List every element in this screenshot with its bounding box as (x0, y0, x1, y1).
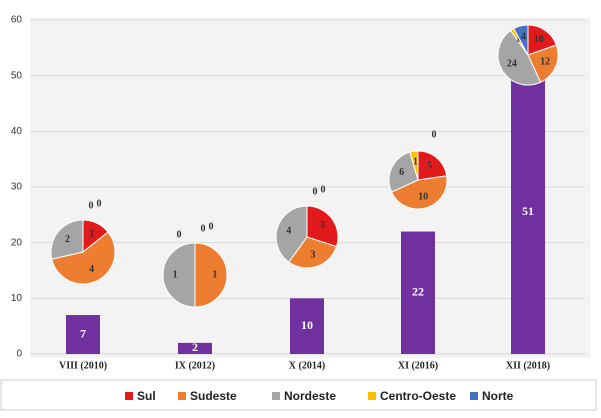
pie-value-label: 4 (286, 225, 291, 236)
pie-slice (390, 175, 448, 210)
pie-slice (194, 242, 228, 308)
pie-slice (288, 236, 338, 269)
y-tick-label: 60 (11, 15, 23, 26)
pie-value-label: 3 (320, 220, 325, 231)
x-tick-label: X (2014) (289, 360, 325, 371)
x-tick-label: XI (2016) (398, 360, 438, 371)
pie-value-label: 1 (173, 269, 178, 280)
pie-slice (275, 205, 308, 263)
bar (178, 342, 212, 354)
bar-value-label: 2 (192, 340, 198, 354)
pie-value-label: 5 (427, 161, 432, 172)
legend-swatch (368, 392, 376, 400)
pie-value-label: 1 (516, 33, 521, 44)
pie-value-label: 1 (413, 156, 418, 167)
pie-value-label: 10 (534, 34, 544, 45)
pie-value-label: 10 (418, 192, 428, 203)
pie-slice (306, 205, 339, 248)
y-tick-label: 0 (16, 349, 22, 360)
pie-value-label: 4 (89, 264, 94, 275)
pie-slice (50, 219, 84, 260)
bar (66, 315, 100, 354)
legend-label: Sul (137, 389, 156, 403)
bar (401, 231, 435, 354)
bar-value-label: 10 (301, 318, 313, 332)
pie-value-label: 0 (209, 221, 214, 232)
y-tick-label: 10 (11, 293, 23, 304)
bar-value-label: 7 (80, 326, 86, 340)
x-tick-label: IX (2012) (175, 360, 215, 371)
legend-label: Sudeste (190, 389, 237, 403)
x-tick-label: VIII (2010) (59, 360, 107, 371)
legend-label: Centro-Oeste (380, 389, 456, 403)
pie-value-label: 0 (313, 186, 318, 197)
pie-value-label: 0 (89, 200, 94, 211)
pie-slice (497, 29, 542, 86)
pie-value-label: 24 (507, 59, 517, 70)
pie-slice (513, 24, 529, 56)
pie-value-label: 0 (432, 129, 437, 140)
pie-value-label: 6 (399, 167, 404, 178)
bar-value-label: 22 (412, 285, 424, 299)
legend-box (0, 379, 597, 411)
pie-slice (162, 242, 196, 308)
legend-label: Norte (482, 389, 514, 403)
x-tick-label: XII (2018) (506, 360, 550, 371)
y-tick-label: 50 (11, 70, 23, 81)
pie-value-label: 0 (201, 223, 206, 234)
pie-value-label: 0 (97, 198, 102, 209)
y-tick-label: 30 (11, 182, 23, 193)
pie-value-label: 3 (310, 250, 315, 261)
pie-slice (51, 231, 116, 285)
pie-value-label: 2 (65, 234, 70, 245)
legend-label: Nordeste (284, 389, 336, 403)
legend-swatch (470, 392, 478, 400)
y-tick-label: 20 (11, 237, 23, 248)
bar (290, 298, 324, 354)
bar (511, 70, 545, 354)
pie-value-label: 0 (321, 184, 326, 195)
legend-swatch (272, 392, 280, 400)
pie-value-label: 1 (89, 228, 94, 239)
pie-value-label: 12 (540, 57, 550, 68)
pie-slice (527, 44, 559, 83)
legend-swatch (125, 392, 133, 400)
pie-slice (417, 150, 448, 181)
pie-slice (388, 151, 419, 193)
pie-value-label: 4 (521, 31, 526, 42)
legend-swatch (178, 392, 186, 400)
pie-value-label: 1 (212, 269, 217, 280)
pie-value-label: 0 (177, 229, 182, 240)
bar-value-label: 51 (522, 204, 534, 218)
y-tick-label: 40 (11, 126, 23, 137)
